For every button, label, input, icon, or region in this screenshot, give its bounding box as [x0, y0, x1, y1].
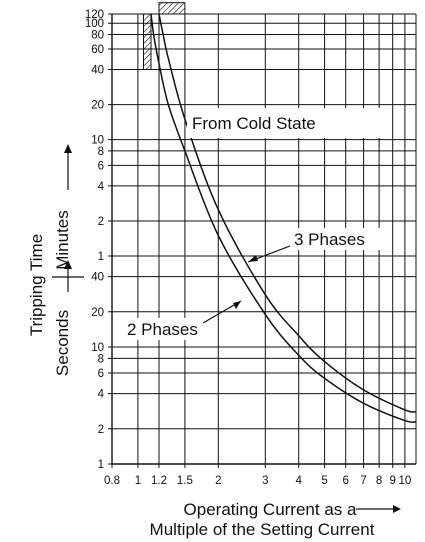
curve-3-phases — [158, 13, 417, 413]
x-tick-label: 10 — [399, 475, 412, 487]
legend-3phases-bg — [288, 228, 382, 250]
y-seconds-tick-label: 40 — [91, 272, 104, 284]
label-2-phases: 2 Phases — [127, 320, 198, 339]
y-minutes-tick-label: 60 — [91, 44, 104, 56]
annotation-bg — [187, 108, 385, 138]
y-minutes-tick-label: 6 — [98, 160, 104, 172]
y-axis-label-main-group: Tripping Time — [27, 234, 46, 336]
y-axis-label-seconds: Seconds — [53, 310, 72, 376]
y-seconds-tick-label: 20 — [91, 307, 104, 319]
y-seconds-tick-label: 2 — [98, 424, 104, 436]
y-minutes-arrowhead — [64, 144, 72, 153]
x-tick-label: 0.8 — [104, 475, 120, 487]
x-tick-label: 8 — [376, 475, 382, 487]
y-axis-label-minutes-group: Minutes — [53, 210, 72, 270]
x-axis-label-line1: Operating Current as a — [184, 500, 357, 519]
x-axis-label-line2: Multiple of the Setting Current — [150, 520, 375, 539]
y-minutes-tick-label: 100 — [85, 18, 104, 30]
x-tick-label: 4 — [295, 475, 302, 487]
curves — [150, 13, 417, 424]
y-seconds-tick-label: 4 — [98, 389, 105, 401]
y-minutes-tick-label: 2 — [98, 216, 104, 228]
y-minutes-tick-label: 10 — [91, 135, 104, 147]
tolerance-hatch-y — [158, 2, 186, 15]
y-seconds-tick-label: 6 — [98, 368, 104, 380]
y-seconds-tick-label: 1 — [98, 459, 104, 471]
arrowhead-2-phases — [233, 301, 241, 309]
legend-2phases-bg — [123, 318, 211, 340]
annotation-cold-state: From Cold State — [192, 114, 316, 133]
y-seconds-tick-label: 10 — [91, 342, 104, 354]
grid — [108, 13, 417, 468]
y-minutes-tick-label: 1 — [98, 251, 104, 263]
y-minutes-tick-label: 120 — [85, 9, 104, 21]
y-minutes-tick-label: 8 — [98, 146, 104, 158]
x-tick-label: 9 — [389, 475, 395, 487]
y-minutes-tick-label: 4 — [98, 181, 105, 193]
y-minutes-tick-label: 20 — [91, 100, 104, 112]
x-tick-label: 7 — [360, 475, 366, 487]
label-3-phases: 3 Phases — [294, 230, 365, 249]
x-tick-label: 6 — [342, 475, 348, 487]
tolerance-hatch-x — [143, 13, 152, 70]
y-axis-label-main: Tripping Time — [27, 234, 46, 336]
y-minutes-tick-label: 40 — [91, 65, 104, 77]
y-seconds-tick-label: 8 — [98, 353, 104, 365]
axes — [111, 14, 416, 465]
y-axis-label-seconds-group: Seconds — [53, 310, 72, 376]
tolerance-bands — [143, 2, 186, 70]
y-minutes-tick-label: 80 — [91, 30, 104, 42]
x-tick-label: 2 — [215, 475, 221, 487]
x-tick-label: 5 — [321, 475, 327, 487]
arrowhead-3-phases — [248, 255, 258, 262]
x-tick-label: 1.5 — [177, 475, 193, 487]
curve-2-phases — [150, 13, 417, 424]
x-tick-label: 3 — [262, 475, 268, 487]
tick-labels: 0.8 1 1.2 1.5 2 3 4 5 6 7 8 9 1012468102040124681020… — [85, 9, 411, 487]
y-axis-label-minutes: Minutes — [53, 210, 72, 270]
x-axis-arrowhead — [393, 505, 401, 513]
y-seconds-arrowhead — [64, 260, 72, 269]
x-tick-label: 1.2 — [151, 475, 167, 487]
x-tick-label: 1 — [135, 475, 141, 487]
